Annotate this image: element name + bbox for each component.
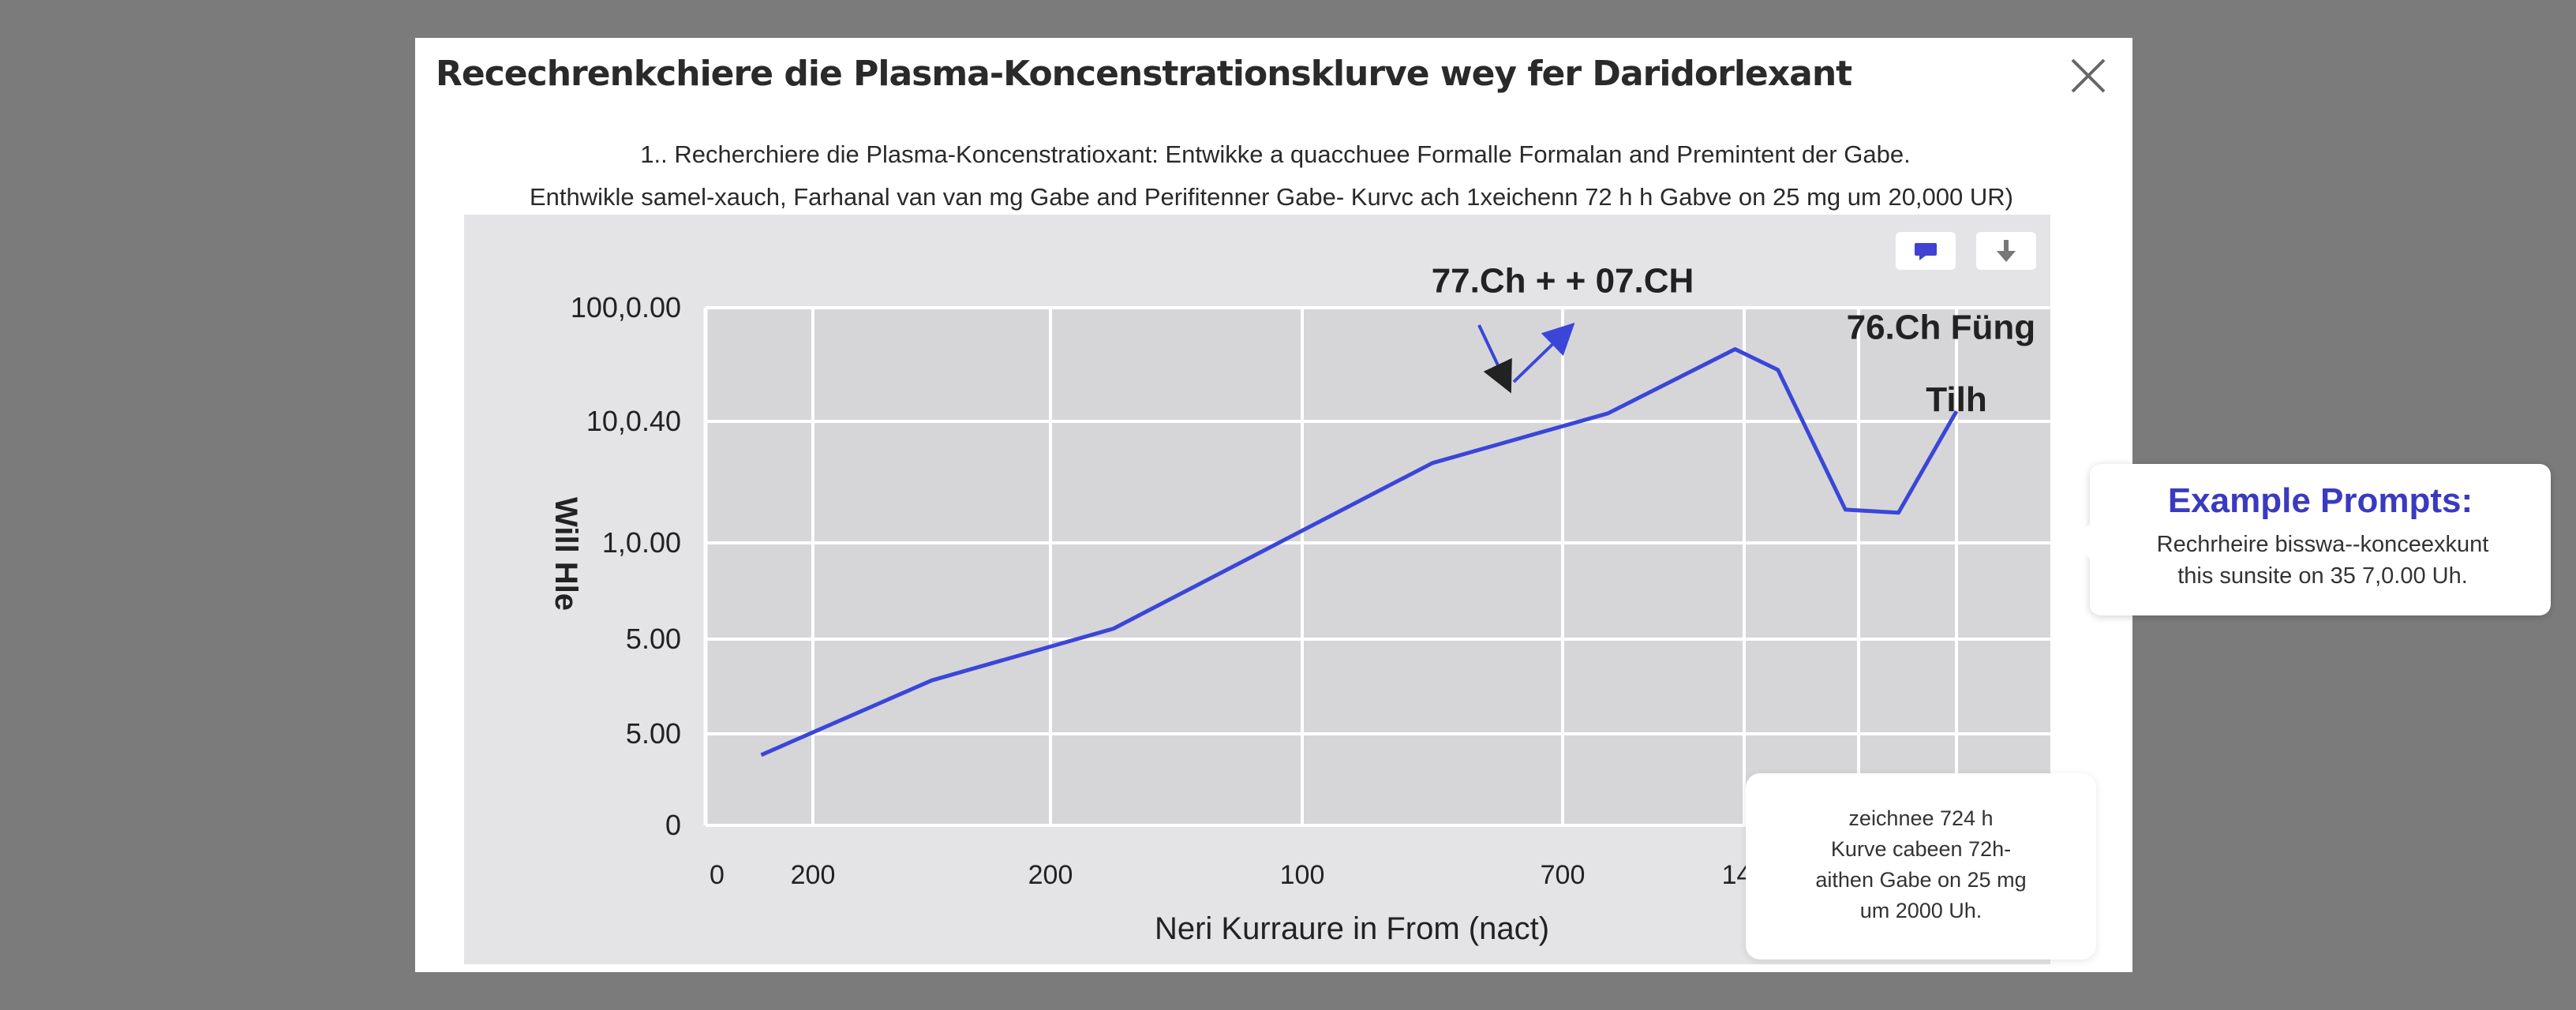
download-button[interactable] <box>1976 232 2036 270</box>
chat-bubble-icon <box>1915 243 1937 260</box>
example-prompts-title: Example Prompts: <box>2167 481 2473 520</box>
y-tick-label: 5.00 <box>626 623 681 655</box>
example-prompts-card: Example Prompts: Rechrheire bisswa--konc… <box>2072 464 2551 615</box>
x-axis-label: Neri Kurraure in From (nact) <box>1155 911 1549 946</box>
instruction-line-1: 1.. Recherchiere die Plasma-Koncenstrati… <box>640 140 1911 168</box>
annotation-arrow <box>1477 324 1512 394</box>
annotation-arrow <box>1512 322 1575 383</box>
y-tick-label: 5.00 <box>626 717 681 750</box>
y-tick-label: 0 <box>665 809 681 841</box>
example-prompt-line-1: Rechrheire bisswa--konceexkunt <box>2156 532 2489 557</box>
dialog-title: Recechrenkchiere die Plasma-Koncenstrati… <box>436 54 1852 94</box>
close-icon[interactable] <box>2065 52 2112 99</box>
note-line-3: aithen Gabe on 25 mg <box>1815 868 2027 892</box>
note-line-4: um 2000 Uh. <box>1859 899 1983 922</box>
comment-button[interactable] <box>1896 232 1956 270</box>
x-tick-label: 0 <box>710 860 724 890</box>
chart-panel: 100,0.00 10,0.40 1,0.00 5.00 5.00 0 0 200 200 100… <box>464 215 2050 964</box>
y-tick-label: 100,0.00 <box>571 291 681 324</box>
example-prompt[interactable]: Rechrheire bisswa--konceexkunt this suns… <box>2121 529 2524 592</box>
note-line-1: zeichnee 724 h <box>1848 806 1994 830</box>
y-tick-label: 1,0.00 <box>602 526 681 559</box>
x-tick-label: 100 <box>1280 860 1325 890</box>
y-tick-label: 10,0.40 <box>586 405 681 437</box>
x-tick-label: 200 <box>791 860 836 890</box>
y-axis-label: Will Hle <box>549 497 583 611</box>
x-tick-label: 700 <box>1541 860 1586 890</box>
download-arrow-icon <box>1997 240 2016 262</box>
annotation-label: 77.Ch + + 07.CH <box>1432 261 1694 300</box>
instruction-line-2: Enthwikle samel-xauch, Farhanal van van … <box>530 183 2013 211</box>
note-line-2: Kurve cabeen 72h- <box>1830 837 2012 861</box>
x-tick-label: 200 <box>1028 860 1073 890</box>
plot-area <box>706 308 2050 825</box>
note-card: zeichnee 724 h Kurve cabeen 72h- aithen … <box>1746 773 2096 960</box>
annotation-label: Tilh <box>1926 380 1986 419</box>
annotation-label: 76.Ch Füng <box>1847 308 2036 346</box>
callout-arrow <box>2072 522 2091 560</box>
concentration-line <box>760 346 1959 758</box>
example-prompt-line-2: this sunsite on 35 7,0.00 Uh. <box>2177 563 2468 589</box>
concentration-chart: 100,0.00 10,0.40 1,0.00 5.00 5.00 00 200 200 100… <box>464 215 2050 964</box>
